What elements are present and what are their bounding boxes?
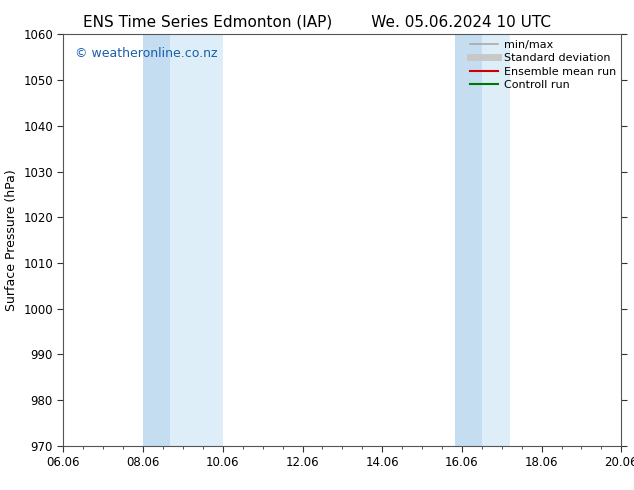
Legend: min/max, Standard deviation, Ensemble mean run, Controll run: min/max, Standard deviation, Ensemble me… [470,40,616,90]
Bar [482,34,510,446]
Y-axis label: Surface Pressure (hPa): Surface Pressure (hPa) [4,169,18,311]
Bar [170,34,223,446]
Bar [455,34,482,446]
Text: © weatheronline.co.nz: © weatheronline.co.nz [75,47,217,60]
Bar [143,34,170,446]
Text: ENS Time Series Edmonton (IAP)        We. 05.06.2024 10 UTC: ENS Time Series Edmonton (IAP) We. 05.06… [83,15,551,30]
